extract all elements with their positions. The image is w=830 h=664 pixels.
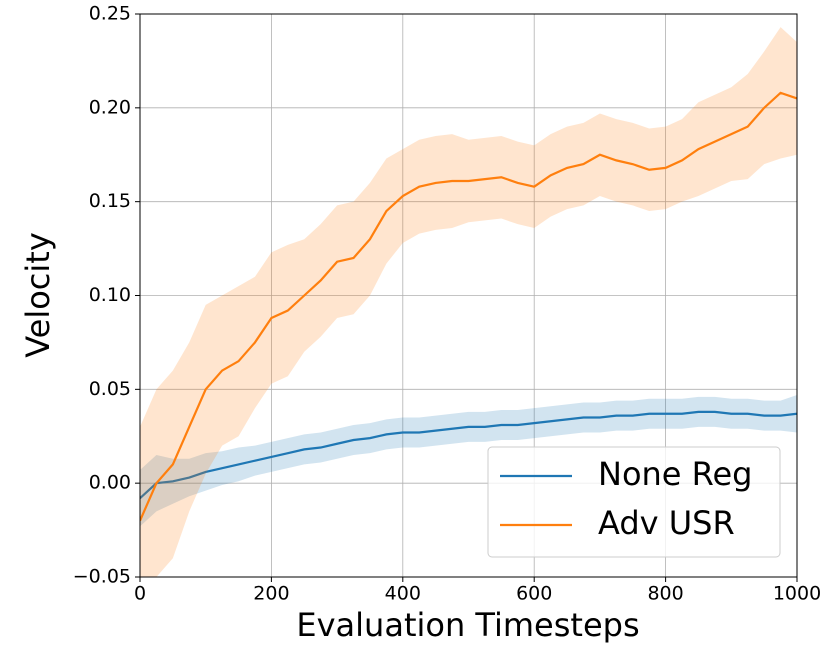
legend-label: Adv USR — [598, 504, 735, 542]
x-tick-label: 800 — [647, 583, 683, 605]
x-axis-label: Evaluation Timesteps — [296, 606, 639, 644]
y-tick-label: 0.05 — [89, 378, 131, 400]
y-tick-label: 0.15 — [89, 190, 131, 212]
y-tick-label: 0.00 — [89, 472, 131, 494]
y-tick-label: 0.20 — [89, 96, 131, 118]
error-band — [140, 394, 797, 527]
legend-label: None Reg — [598, 455, 752, 493]
x-tick-label: 400 — [385, 583, 421, 605]
y-tick-label: 0.10 — [89, 284, 131, 306]
line — [140, 410, 797, 499]
x-tick-label: 200 — [253, 583, 289, 605]
y-tick-label: −0.05 — [73, 566, 131, 588]
legend-box — [487, 446, 781, 558]
x-tick-label: 1000 — [773, 583, 821, 605]
plot-frame — [139, 13, 798, 578]
line — [140, 91, 797, 522]
y-tick-label: 0.25 — [89, 3, 131, 25]
x-tick-label: 600 — [516, 583, 552, 605]
y-axis-label: Velocity — [19, 232, 57, 358]
x-tick-label: 0 — [134, 583, 146, 605]
